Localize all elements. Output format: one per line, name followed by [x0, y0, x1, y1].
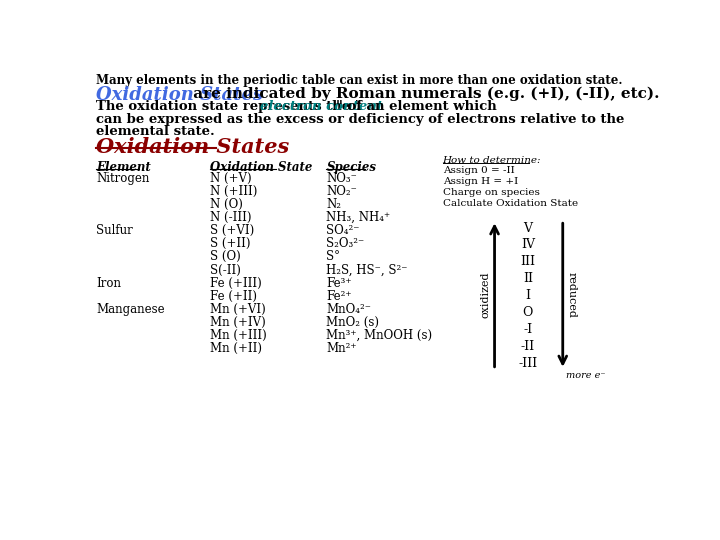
Text: Mn (+II): Mn (+II)	[210, 342, 262, 355]
Text: Oxidation States: Oxidation States	[96, 86, 264, 104]
Text: more e⁻: more e⁻	[566, 372, 606, 380]
Text: V: V	[523, 221, 532, 234]
Text: Mn²⁺: Mn²⁺	[326, 342, 357, 355]
Text: Mn (+IV): Mn (+IV)	[210, 316, 266, 329]
Text: MnO₄²⁻: MnO₄²⁻	[326, 303, 372, 316]
Text: Nitrogen: Nitrogen	[96, 172, 150, 185]
Text: Manganese: Manganese	[96, 303, 165, 316]
Text: Calculate Oxidation State: Calculate Oxidation State	[443, 199, 577, 208]
Text: NO₃⁻: NO₃⁻	[326, 172, 357, 185]
Text: elemental state.: elemental state.	[96, 125, 215, 138]
Text: S₂O₃²⁻: S₂O₃²⁻	[326, 237, 364, 250]
Text: Mn (+III): Mn (+III)	[210, 329, 267, 342]
Text: IV: IV	[521, 239, 535, 252]
Text: S (+VI): S (+VI)	[210, 224, 254, 237]
Text: " of an element which: " of an element which	[336, 100, 498, 113]
Text: I: I	[526, 289, 531, 302]
Text: Oxidation States: Oxidation States	[96, 137, 289, 157]
Text: Oxidation State: Oxidation State	[210, 161, 312, 174]
Text: Mn (+VI): Mn (+VI)	[210, 303, 266, 316]
Text: II: II	[523, 272, 533, 285]
Text: III: III	[521, 255, 536, 268]
Text: Sulfur: Sulfur	[96, 224, 133, 237]
Text: Many elements in the periodic table can exist in more than one oxidation state.: Many elements in the periodic table can …	[96, 74, 623, 87]
Text: electron content: electron content	[261, 100, 384, 113]
Text: Iron: Iron	[96, 276, 121, 289]
Text: can be expressed as the excess or deficiency of electrons relative to the: can be expressed as the excess or defici…	[96, 112, 624, 125]
Text: N (+V): N (+V)	[210, 172, 252, 185]
Text: -III: -III	[518, 357, 537, 370]
Text: NH₃, NH₄⁺: NH₃, NH₄⁺	[326, 211, 390, 224]
Text: Fe³⁺: Fe³⁺	[326, 276, 352, 289]
Text: SO₄²⁻: SO₄²⁻	[326, 224, 360, 237]
Text: MnO₂ (s): MnO₂ (s)	[326, 316, 379, 329]
Text: Fe²⁺: Fe²⁺	[326, 289, 352, 302]
Text: Assign H = +I: Assign H = +I	[443, 177, 518, 186]
Text: Mn³⁺, MnOOH (s): Mn³⁺, MnOOH (s)	[326, 329, 433, 342]
Text: -I: -I	[523, 323, 532, 336]
Text: N (-III): N (-III)	[210, 211, 251, 224]
Text: Element: Element	[96, 161, 151, 174]
Text: N (O): N (O)	[210, 198, 243, 211]
Text: How to determine:: How to determine:	[443, 156, 541, 165]
Text: Assign 0 = -II: Assign 0 = -II	[443, 166, 514, 176]
Text: Fe (+II): Fe (+II)	[210, 289, 257, 302]
Text: Charge on species: Charge on species	[443, 188, 539, 197]
Text: reduced: reduced	[567, 272, 577, 318]
Text: H₂S, HS⁻, S²⁻: H₂S, HS⁻, S²⁻	[326, 264, 408, 276]
Text: are indicated by Roman numerals (e.g. (+I), (-II), etc).: are indicated by Roman numerals (e.g. (+…	[188, 86, 659, 101]
Text: O: O	[523, 306, 533, 319]
Text: NO₂⁻: NO₂⁻	[326, 185, 357, 198]
Text: N₂: N₂	[326, 198, 341, 211]
Text: N (+III): N (+III)	[210, 185, 258, 198]
Text: The oxidation state represents the ": The oxidation state represents the "	[96, 100, 362, 113]
Text: S (+II): S (+II)	[210, 237, 251, 250]
Text: Species: Species	[326, 161, 377, 174]
Text: S (O): S (O)	[210, 251, 241, 264]
Text: -II: -II	[521, 340, 535, 353]
Text: S°: S°	[326, 251, 341, 264]
Text: oxidized: oxidized	[480, 272, 490, 318]
Text: Fe (+III): Fe (+III)	[210, 276, 262, 289]
Text: S(-II): S(-II)	[210, 264, 241, 276]
